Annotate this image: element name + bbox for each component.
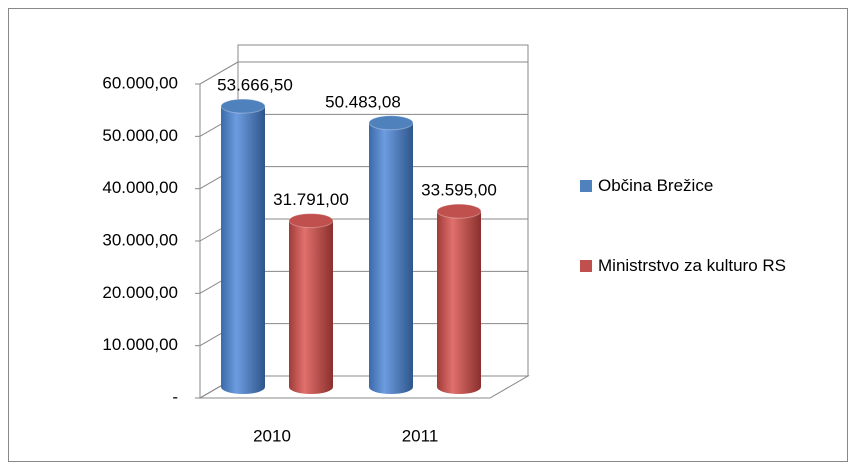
bar bbox=[288, 213, 334, 394]
y-tick-label: - bbox=[172, 387, 178, 406]
legend-label: Ministrstvo za kulturo RS bbox=[598, 256, 786, 275]
bar bbox=[368, 115, 414, 395]
value-label: 33.595,00 bbox=[421, 181, 497, 200]
y-tick-label: 40.000,00 bbox=[102, 178, 178, 197]
y-tick-label: 20.000,00 bbox=[102, 283, 178, 302]
y-tick-label: 60.000,00 bbox=[102, 73, 178, 92]
y-tick-label: 50.000,00 bbox=[102, 126, 178, 145]
y-tick-label: 30.000,00 bbox=[102, 230, 178, 249]
legend-item: Občina Brežice bbox=[580, 172, 830, 200]
value-label: 31.791,00 bbox=[273, 190, 349, 209]
legend-swatch bbox=[580, 260, 592, 272]
value-label: 53.666,50 bbox=[217, 76, 293, 95]
bar bbox=[436, 203, 482, 394]
legend-label: Občina Brežice bbox=[598, 176, 714, 195]
value-label: 50.483,08 bbox=[325, 92, 401, 111]
x-tick-label: 2011 bbox=[402, 426, 439, 445]
legend-item: Ministrstvo za kulturo RS bbox=[580, 252, 830, 280]
chart-border bbox=[8, 8, 848, 462]
grid-line bbox=[199, 61, 528, 85]
legend-swatch bbox=[580, 180, 592, 192]
y-tick-label: 10.000,00 bbox=[102, 335, 178, 354]
bar bbox=[220, 98, 266, 394]
x-tick-label: 2010 bbox=[253, 426, 291, 445]
